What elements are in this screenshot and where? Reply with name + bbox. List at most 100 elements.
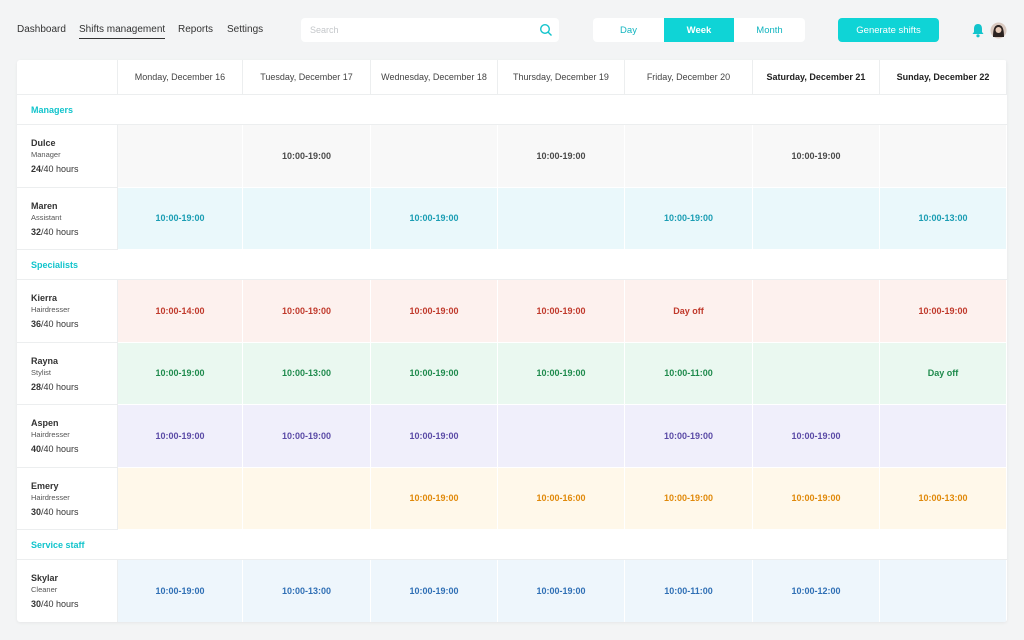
hours-worked: 30 [31, 599, 42, 609]
employee-info: Rayna Stylist 28/40 hours [31, 356, 79, 392]
employee-info: Emery Hairdresser 30/40 hours [31, 481, 79, 517]
employee-cell [17, 187, 118, 250]
shift-cell[interactable]: 10:00-19:00 [498, 280, 625, 343]
shift-cell[interactable]: 10:00-19:00 [118, 187, 243, 250]
hours-capacity: /40 hours [41, 599, 79, 609]
shift-cell[interactable]: 10:00-19:00 [371, 405, 498, 468]
shift-cell [880, 560, 1007, 622]
nav-tab[interactable]: Reports [178, 24, 214, 35]
employee-info: Kierra Hairdresser 36/40 hours [31, 293, 79, 329]
employee-info: Skylar Cleaner 30/40 hours [31, 573, 79, 609]
shift-cell[interactable]: 10:00-13:00 [243, 560, 371, 622]
shift-cell[interactable]: 10:00-19:00 [498, 125, 625, 188]
group-label: Specialists [17, 250, 1007, 280]
shift-cell[interactable]: 10:00-19:00 [118, 560, 243, 622]
view-option[interactable]: Day [620, 24, 637, 36]
shift-cell[interactable]: 10:00-19:00 [118, 342, 243, 405]
shift-cell [498, 187, 625, 250]
shift-cell [753, 342, 880, 405]
avatar[interactable] [990, 22, 1007, 39]
employee-info: Aspen Hairdresser 40/40 hours [31, 418, 79, 454]
shift-cell [498, 405, 625, 468]
shift-cell[interactable]: 10:00-14:00 [118, 280, 243, 343]
employee-info: Dulce Manager 24/40 hours [31, 138, 79, 174]
hours-worked: 40 [31, 444, 42, 454]
shift-cell [118, 125, 243, 188]
day-header: Tuesday, December 17 [243, 60, 371, 95]
hours-capacity: /40 hours [41, 506, 79, 517]
nav-tab[interactable]: Dashboard [17, 24, 66, 35]
generate-button[interactable]: Generate shifts [838, 18, 939, 42]
shift-cell[interactable]: 10:00-19:00 [371, 342, 498, 405]
shift-cell[interactable]: 10:00-13:00 [243, 342, 371, 405]
employee-name: Dulce [31, 138, 56, 148]
shift-cell[interactable]: 10:00-19:00 [243, 125, 371, 188]
employee-cell [17, 342, 118, 405]
shift-cell[interactable]: Day off [880, 342, 1007, 405]
hours-capacity: /40 hours [41, 164, 79, 174]
shift-cell[interactable]: 10:00-16:00 [498, 467, 625, 530]
shift-cell[interactable]: Day off [625, 280, 753, 343]
shift-cell [371, 125, 498, 188]
shift-cell[interactable]: 10:00-19:00 [753, 125, 880, 188]
employee-info: Maren Assistant 32/40 hours [31, 201, 79, 237]
view-option[interactable]: Month [756, 24, 783, 36]
shift-cell[interactable]: 10:00-13:00 [880, 187, 1007, 250]
employee-role: Assistant [31, 212, 62, 222]
nav-tab[interactable]: Settings [227, 24, 264, 35]
bell-icon[interactable] [971, 23, 985, 38]
hours-worked: 24 [31, 164, 42, 174]
shift-cell[interactable]: 10:00-19:00 [880, 280, 1007, 343]
shift-cell[interactable]: 10:00-13:00 [880, 467, 1007, 530]
hours-worked: 36 [31, 319, 42, 329]
employee-cell [17, 560, 118, 622]
hours-worked: 30 [31, 506, 42, 517]
shift-cell [753, 280, 880, 343]
shift-cell [880, 125, 1007, 188]
shift-cell[interactable]: 10:00-12:00 [753, 560, 880, 622]
employee-role: Hairdresser [31, 492, 70, 502]
shift-cell [753, 187, 880, 250]
shift-cell[interactable]: 10:00-19:00 [243, 405, 371, 468]
shift-cell[interactable]: 10:00-19:00 [625, 405, 753, 468]
shift-cell[interactable]: 10:00-19:00 [625, 467, 753, 530]
employee-name: Rayna [31, 355, 59, 366]
shift-cell[interactable]: 10:00-19:00 [371, 560, 498, 622]
shift-cell[interactable]: 10:00-19:00 [498, 342, 625, 405]
shift-cell[interactable]: 10:00-11:00 [625, 342, 753, 405]
shift-cell [118, 467, 243, 530]
hours-capacity: /40 hours [41, 319, 79, 329]
group-label: Managers [17, 95, 1007, 125]
employee-role: Hairdresser [31, 305, 70, 314]
shift-cell [243, 467, 371, 530]
view-option-active[interactable]: Week [664, 18, 734, 42]
group-label: Service staff [17, 530, 1007, 560]
hours-capacity: /40 hours [41, 444, 79, 454]
search-placeholder: Search [310, 25, 339, 35]
employee-name: Kierra [31, 293, 58, 303]
schedule-table: Monday, December 16 Tuesday, December 17 W… [17, 60, 1007, 622]
day-header: Wednesday, December 18 [371, 60, 498, 95]
nav-tab-active[interactable]: Shifts management [79, 24, 166, 39]
shift-cell[interactable]: 10:00-19:00 [371, 467, 498, 530]
day-header: Monday, December 16 [118, 60, 243, 95]
day-header: Friday, December 20 [625, 60, 753, 95]
shift-cell[interactable]: 10:00-19:00 [753, 405, 880, 468]
shift-cell[interactable]: 10:00-19:00 [243, 280, 371, 343]
shift-cell[interactable]: 10:00-19:00 [753, 467, 880, 530]
employee-name: Skylar [31, 573, 59, 583]
employee-cell [17, 280, 118, 343]
search-box[interactable]: Search [301, 18, 559, 42]
employee-role: Manager [31, 150, 61, 159]
employee-hours: 40/40 hours [31, 444, 79, 454]
employee-role: Stylist [31, 367, 52, 377]
shift-cell[interactable]: 10:00-19:00 [625, 187, 753, 250]
employee-hours: 30/40 hours [31, 507, 79, 517]
shift-cell[interactable]: 10:00-19:00 [371, 187, 498, 250]
shift-cell[interactable]: 10:00-19:00 [371, 280, 498, 343]
employee-hours: 24/40 hours [31, 164, 79, 174]
day-header: Sunday, December 22 [880, 60, 1007, 95]
shift-cell[interactable]: 10:00-19:00 [498, 560, 625, 622]
shift-cell[interactable]: 10:00-19:00 [118, 405, 243, 468]
shift-cell[interactable]: 10:00-11:00 [625, 560, 753, 622]
